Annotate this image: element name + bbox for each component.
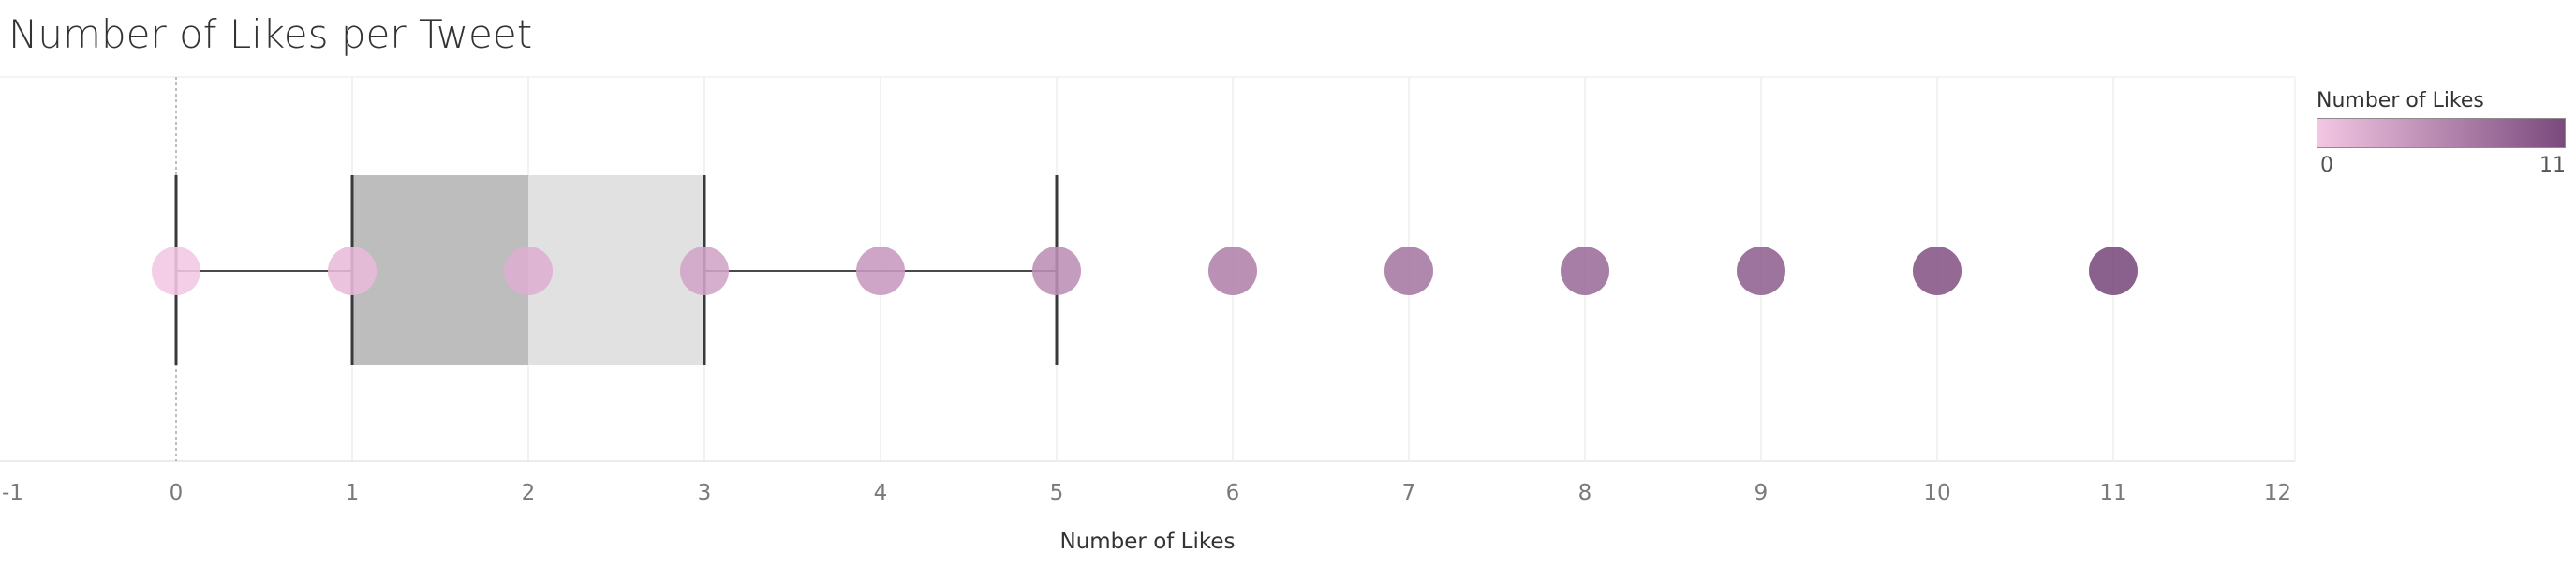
data-point[interactable] bbox=[504, 247, 553, 295]
x-axis-ticks: -1 0 1 2 3 4 5 6 7 8 9 10 11 12 bbox=[2, 481, 2291, 505]
chart-title: Number of Likes per Tweet bbox=[8, 11, 533, 57]
data-point[interactable] bbox=[1032, 247, 1081, 295]
x-tick-label: 5 bbox=[1050, 481, 1064, 505]
x-tick-label: 8 bbox=[1578, 481, 1592, 505]
x-tick-label: 4 bbox=[874, 481, 888, 505]
data-point[interactable] bbox=[152, 247, 200, 295]
data-point[interactable] bbox=[2089, 247, 2138, 295]
x-tick-label: -1 bbox=[2, 481, 23, 505]
x-tick-label: 12 bbox=[2264, 481, 2291, 505]
x-tick-label: 3 bbox=[698, 481, 712, 505]
x-tick-label: 11 bbox=[2099, 481, 2126, 505]
box-lower-half bbox=[352, 175, 528, 365]
box-upper-half bbox=[528, 175, 704, 365]
x-axis-label: Number of Likes bbox=[1059, 530, 1235, 554]
data-point[interactable] bbox=[856, 247, 905, 295]
legend-labels: 0 11 bbox=[2317, 154, 2569, 182]
data-point[interactable] bbox=[1913, 247, 1962, 295]
box-plot bbox=[174, 175, 1059, 365]
x-tick-label: 7 bbox=[1402, 481, 1416, 505]
x-tick-label: 9 bbox=[1754, 481, 1769, 505]
legend-min-label: 0 bbox=[2320, 154, 2333, 177]
data-point[interactable] bbox=[680, 247, 729, 295]
data-points[interactable] bbox=[152, 247, 2138, 295]
x-tick-label: 6 bbox=[1226, 481, 1240, 505]
x-tick-label: 2 bbox=[522, 481, 536, 505]
data-point[interactable] bbox=[328, 247, 377, 295]
data-point[interactable] bbox=[1561, 247, 1609, 295]
x-tick-label: 10 bbox=[1923, 481, 1950, 505]
data-point[interactable] bbox=[1737, 247, 1785, 295]
legend-gradient-bar bbox=[2317, 118, 2566, 148]
color-legend: Number of Likes 0 11 bbox=[2317, 89, 2569, 182]
data-point[interactable] bbox=[1384, 247, 1433, 295]
legend-title: Number of Likes bbox=[2317, 89, 2484, 112]
data-point[interactable] bbox=[1208, 247, 1257, 295]
legend-max-label: 11 bbox=[2539, 154, 2566, 177]
x-tick-label: 0 bbox=[170, 481, 184, 505]
x-tick-label: 1 bbox=[346, 481, 360, 505]
